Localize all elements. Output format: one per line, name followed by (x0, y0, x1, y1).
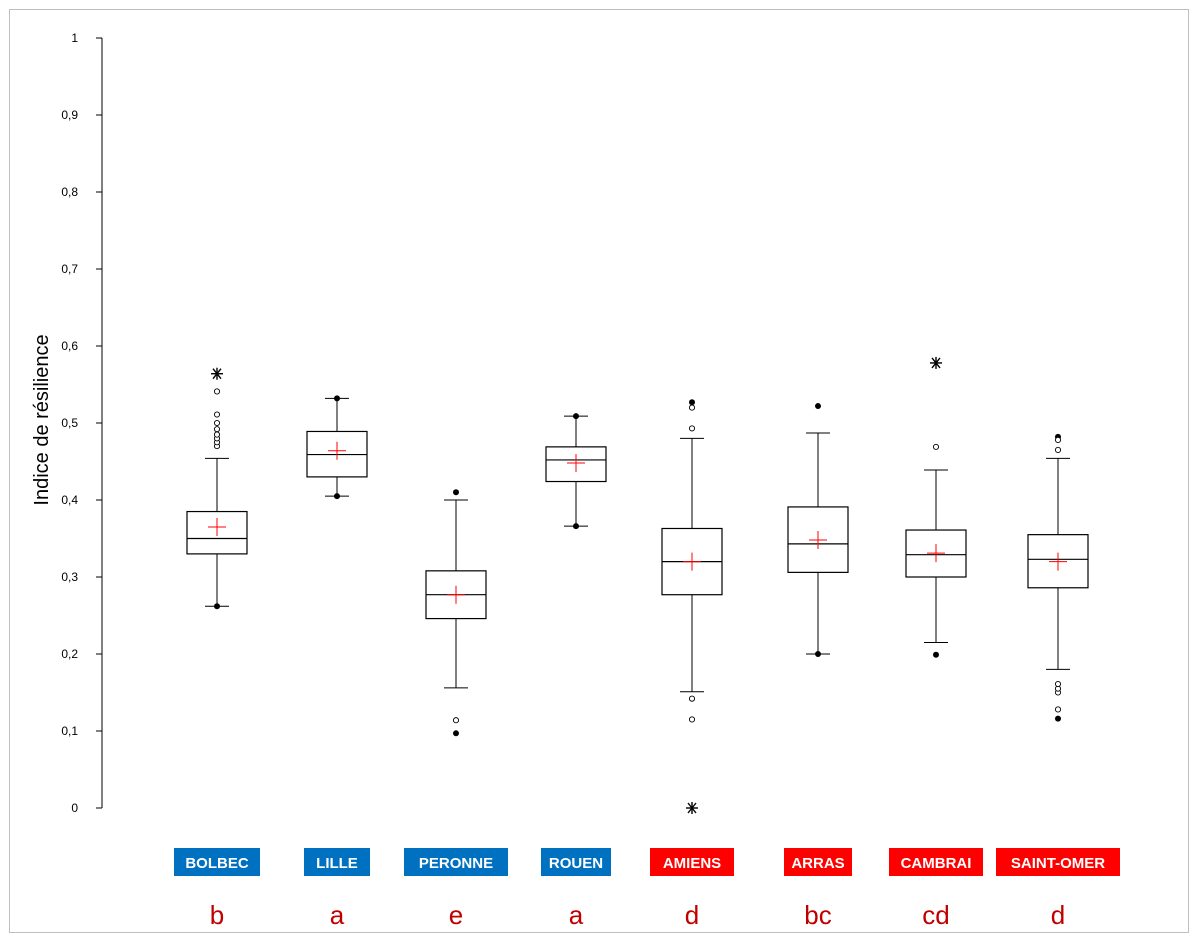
category-name: AMIENS (663, 855, 721, 872)
box-amiens (662, 399, 722, 814)
outlier-point (214, 432, 219, 437)
max-point (573, 413, 579, 419)
boxes (187, 357, 1088, 814)
y-tick-label: 0,7 (61, 262, 78, 276)
extreme-point (930, 357, 942, 369)
category-label-arras: ARRAS bc (784, 848, 852, 930)
box-arras (788, 403, 848, 657)
extreme-point (686, 802, 698, 814)
outlier-point (214, 427, 219, 432)
min-point (573, 523, 579, 529)
category-name: ROUEN (549, 855, 603, 872)
group-letter: bc (804, 900, 831, 930)
min-point (453, 730, 459, 736)
max-point (453, 489, 459, 495)
outlier-point (1055, 707, 1060, 712)
y-tick-label: 1 (71, 31, 78, 45)
group-letter: e (449, 900, 463, 930)
max-point (815, 403, 821, 409)
min-point (1055, 716, 1061, 722)
outlier-point (1055, 437, 1060, 442)
y-tick-label: 0,2 (61, 647, 78, 661)
category-label-bolbec: BOLBEC b (174, 848, 260, 930)
box-bolbec (187, 368, 247, 610)
min-point (334, 493, 340, 499)
group-letter: cd (922, 900, 949, 930)
group-letter: b (210, 900, 224, 930)
category-name: BOLBEC (185, 855, 249, 872)
category-labels: BOLBEC b LILLE a PERONNE e ROUEN a AMIENS d ARRAS b… (174, 848, 1120, 930)
group-letter: a (569, 900, 584, 930)
extreme-point (211, 368, 223, 380)
outlier-point (453, 718, 458, 723)
y-tick-label: 0,8 (61, 185, 78, 199)
outlier-point (689, 717, 694, 722)
outlier-point (214, 412, 219, 417)
group-letter: d (1051, 900, 1065, 930)
category-label-cambrai: CAMBRAI cd (889, 848, 983, 930)
group-letter: a (330, 900, 345, 930)
y-tick-label: 0,9 (61, 108, 78, 122)
box-peronne (426, 489, 486, 736)
max-point (689, 399, 695, 405)
box-lille (307, 395, 367, 499)
category-label-lille: LILLE a (304, 848, 370, 930)
outlier-point (1055, 681, 1060, 686)
group-letter: d (685, 900, 699, 930)
outlier-point (689, 696, 694, 701)
outlier-point (933, 444, 938, 449)
outlier-point (214, 389, 219, 394)
min-point (815, 651, 821, 657)
category-label-peronne: PERONNE e (404, 848, 508, 930)
y-tick-label: 0,6 (61, 339, 78, 353)
category-label-saint-omer: SAINT-OMER d (996, 848, 1120, 930)
outlier-point (1055, 447, 1060, 452)
y-tick-label: 0,4 (61, 493, 78, 507)
y-axis-label: Indice de résilience (31, 334, 53, 505)
category-name: ARRAS (791, 855, 844, 872)
min-point (214, 603, 220, 609)
category-name: SAINT-OMER (1011, 855, 1105, 872)
y-tick-label: 0,3 (61, 570, 78, 584)
category-name: PERONNE (419, 855, 493, 872)
category-name: CAMBRAI (901, 855, 972, 872)
box-saint-omer (1028, 434, 1088, 722)
category-label-amiens: AMIENS d (650, 848, 734, 930)
min-point (933, 652, 939, 658)
outlier-point (689, 405, 694, 410)
outlier-point (689, 426, 694, 431)
box-cambrai (906, 357, 966, 658)
box-rouen (546, 413, 606, 529)
y-axis: 1 0,9 0,8 0,7 0,6 0,5 0,4 0,3 0,2 0,1 0 (61, 31, 102, 815)
y-tick-label: 0 (71, 801, 78, 815)
y-tick-label: 0,5 (61, 416, 78, 430)
max-point (334, 395, 340, 401)
category-name: LILLE (316, 855, 358, 872)
category-label-rouen: ROUEN a (541, 848, 611, 930)
y-tick-label: 0,1 (61, 724, 78, 738)
outlier-point (214, 420, 219, 425)
